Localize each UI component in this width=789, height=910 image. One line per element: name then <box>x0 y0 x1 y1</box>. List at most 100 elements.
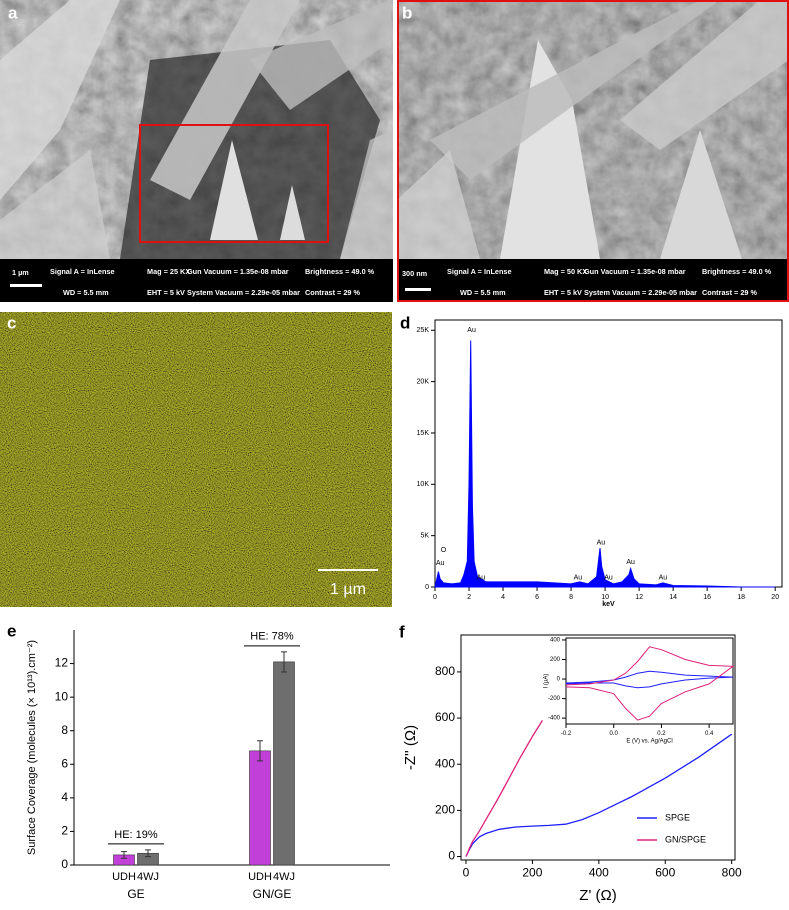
category-label: GE <box>127 887 144 901</box>
spike <box>620 0 789 150</box>
y-tick-label: 0 <box>557 677 561 683</box>
y-tick-label: 12 <box>55 656 69 670</box>
x-tick-label: 10 <box>601 594 609 601</box>
y-tick-label: -400 <box>548 716 561 722</box>
legend-label: SPGE <box>665 812 690 822</box>
spectrum <box>434 340 776 588</box>
x-tick-label: 14 <box>669 594 677 601</box>
y-tick-label: 8 <box>61 723 68 737</box>
series-line <box>565 646 735 721</box>
spike <box>660 130 742 259</box>
peak-label: Au <box>626 559 635 566</box>
annotation: HE: 19% <box>114 829 158 841</box>
spike <box>397 150 480 259</box>
info-field: System Vacuum = 2.29e-05 mbar <box>187 288 300 297</box>
plot-frame <box>565 637 734 725</box>
info-field: EHT = 5 kV <box>544 288 582 297</box>
y-tick-label: 400 <box>435 756 455 770</box>
eds-map-texture <box>0 312 392 607</box>
spike <box>430 0 720 180</box>
series-label: UDH <box>112 871 136 883</box>
spike <box>280 185 305 240</box>
info-field: Gun Vacuum = 1.35e-08 mbar <box>187 267 289 276</box>
peak-label: Au <box>659 575 668 582</box>
bar <box>249 750 271 866</box>
y-tick-label: 400 <box>550 638 561 644</box>
x-tick-label: 0.2 <box>657 731 666 737</box>
info-field: EHT = 5 kV <box>147 288 185 297</box>
x-axis-label: keV <box>602 601 615 608</box>
y-tick-label: 15K <box>417 430 430 437</box>
info-field: Mag = 50 KX <box>544 267 587 276</box>
x-tick-label: 16 <box>703 594 711 601</box>
peak-label: Au <box>436 560 445 567</box>
info-field: WD = 5.5 mm <box>460 288 506 297</box>
x-tick-label: 0 <box>433 594 437 601</box>
info-field: Brightness = 49.0 % <box>702 267 772 276</box>
info-field: WD = 5.5 mm <box>63 288 109 297</box>
peak-label: Au <box>467 327 476 334</box>
x-tick-label: 400 <box>589 865 609 879</box>
info-field: Mag = 25 KX <box>147 267 190 276</box>
plot-frame <box>460 634 736 861</box>
error-bar <box>281 651 287 673</box>
info-field: Brightness = 49.0 % <box>305 267 375 276</box>
x-tick-label: 800 <box>722 865 742 879</box>
series-line <box>465 733 733 857</box>
legend-label: GN/SPGE <box>665 834 706 844</box>
scale-bar <box>10 284 42 287</box>
x-axis-label: E (V) vs. Ag/AgCl <box>626 739 672 745</box>
peak-label: Au <box>597 540 606 547</box>
y-tick-label: 2 <box>61 824 68 838</box>
info-field: Gun Vacuum = 1.35e-08 mbar <box>584 267 686 276</box>
y-tick-label: 20K <box>417 378 430 385</box>
x-tick-label: 12 <box>635 594 643 601</box>
x-tick-label: -0.2 <box>561 731 572 737</box>
panel-label: e <box>7 621 16 640</box>
peak-label: Au <box>477 575 486 582</box>
y-tick-label: 6 <box>61 756 68 770</box>
y-axis-label: -Z'' (Ω) <box>402 725 419 770</box>
spike <box>150 0 300 200</box>
x-tick-label: 2 <box>467 594 471 601</box>
y-axis-label: I (µA) <box>544 674 550 689</box>
peak-label: O <box>441 547 447 554</box>
panel-label: d <box>400 313 410 332</box>
y-tick-label: 25K <box>417 327 430 334</box>
panel-label: b <box>402 3 412 22</box>
annotation: HE: 78% <box>250 631 294 643</box>
y-tick-label: 10 <box>55 689 69 703</box>
y-tick-label: 0 <box>425 584 429 591</box>
x-tick-label: 600 <box>655 865 675 879</box>
info-field: System Vacuum = 2.29e-05 mbar <box>584 288 697 297</box>
x-axis-label: Z' (Ω) <box>579 887 616 904</box>
scale-label: 1 µm <box>12 268 29 277</box>
panel-border <box>397 0 789 302</box>
peak-label: Au <box>574 575 583 582</box>
info-field: Contrast = 29 % <box>305 288 360 297</box>
info-bar <box>0 259 393 302</box>
series-label: 4WJ <box>273 871 295 883</box>
spike <box>500 40 600 259</box>
panel-label: a <box>8 3 18 22</box>
y-tick-label: 0 <box>448 849 455 863</box>
panel-label: f <box>399 622 405 641</box>
series-label: UDH <box>248 871 272 883</box>
spike <box>210 140 258 240</box>
bar <box>273 661 295 866</box>
spike <box>0 0 120 200</box>
x-tick-label: 4 <box>501 594 505 601</box>
x-tick-label: 18 <box>737 594 745 601</box>
error-bar <box>257 740 263 762</box>
y-tick-label: 5K <box>420 532 429 539</box>
info-field: Contrast = 29 % <box>702 288 757 297</box>
spike <box>0 150 110 259</box>
scale-bar <box>405 288 431 291</box>
x-tick-label: 0.4 <box>705 731 714 737</box>
y-tick-label: -200 <box>548 696 561 702</box>
x-tick-label: 0.0 <box>610 731 619 737</box>
info-field: Signal A = InLense <box>50 267 115 276</box>
y-tick-label: 200 <box>550 657 561 663</box>
